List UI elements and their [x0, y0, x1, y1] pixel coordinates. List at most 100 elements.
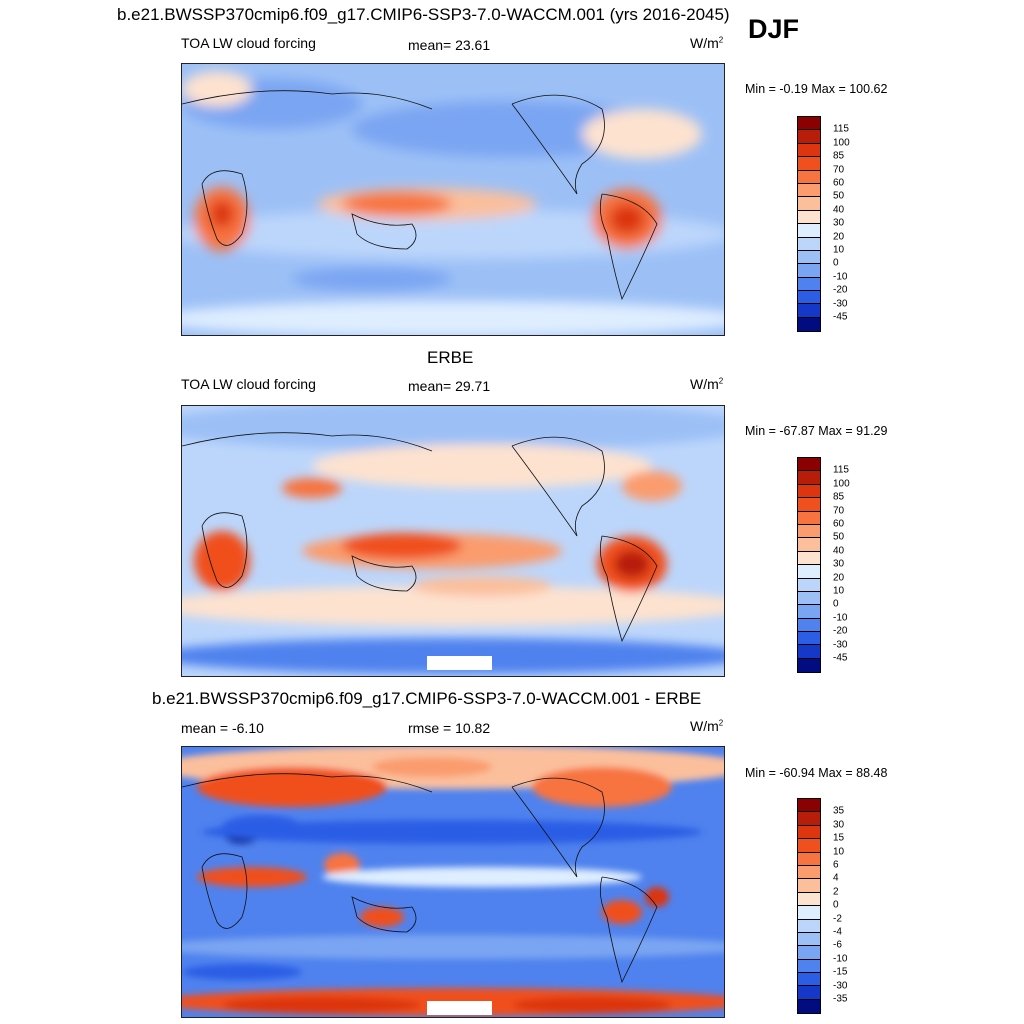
- panel3-colorbar-swatch: [798, 879, 820, 893]
- panel2-map: [181, 405, 725, 677]
- panel1-colorbar-swatch: [798, 224, 820, 238]
- panel2-missing-data-patch: [427, 656, 492, 670]
- panel1-colorbar-swatch: [798, 197, 820, 211]
- panel1-colorbar-swatch: [798, 210, 820, 225]
- panel3-mean-label: mean = -6.10: [181, 720, 264, 736]
- panel3-colorbar-tick-label: -15: [833, 966, 848, 978]
- panel3-colorbar-swatch: [798, 946, 820, 960]
- panel2-coastlines: [182, 432, 658, 643]
- panel2-colorbar-swatch: [798, 578, 820, 592]
- panel1-colorbar-tick-label: 10: [833, 244, 845, 256]
- panel3-heading: b.e21.BWSSP370cmip6.f09_g17.CMIP6-SSP3-7…: [152, 689, 702, 708]
- panel2-colorbar-tick-label: -30: [833, 639, 848, 651]
- panel2-minmax: Min = -67.87 Max = 91.29: [745, 424, 888, 438]
- panel2-colorbar-swatch: [798, 511, 820, 525]
- panel1-colorbar-tick-label: 85: [833, 150, 845, 162]
- panel2-variable-label: TOA LW cloud forcing: [181, 376, 316, 392]
- panel1-colorbar-tick-label: -10: [833, 271, 848, 283]
- panel1-colorbar-tick-label: 20: [833, 231, 845, 243]
- season-label: DJF: [748, 14, 800, 44]
- panel1-colorbar-tick-label: 40: [833, 204, 845, 216]
- panel3-colorbar-tick-label: -10: [833, 953, 848, 965]
- panel3-coastlines: [182, 773, 658, 984]
- panel3-colorbar-tick-label: 35: [833, 805, 845, 817]
- panel1-colorbar-tick-label: 30: [833, 217, 845, 229]
- panel2-colorbar-tick-label: -45: [833, 652, 848, 664]
- panel3-colorbar-tick-label: 10: [833, 846, 845, 858]
- panel3-colorbar-swatch: [798, 986, 820, 1000]
- panel1-colorbar-tick-label: -20: [833, 284, 848, 296]
- panel2-colorbar-tick-label: 30: [833, 558, 845, 570]
- panel3-colorbar-swatch: [798, 892, 820, 907]
- panel3-colorbar-swatch: [798, 799, 820, 813]
- panel2-colorbar-swatch: [798, 618, 820, 633]
- panel1-colorbar-swatch: [798, 170, 820, 184]
- panel1-colorbar-swatch: [798, 237, 820, 251]
- panel3-colorbar-tick-label: -4: [833, 926, 842, 938]
- panel2-colorbar-tick-label: 70: [833, 505, 845, 517]
- panel1-colorbar-tick-label: 0: [833, 257, 839, 269]
- panel2-units: W/m2: [690, 376, 724, 392]
- panel2-mean-label: mean= 29.71: [408, 378, 491, 394]
- panel2-colorbar-tick-label: 115: [833, 464, 849, 476]
- panel3-colorbar-tick-label: -2: [833, 913, 842, 925]
- panel2-colorbar-tick-label: 60: [833, 518, 845, 530]
- panel2-colorbar-tick-label: 0: [833, 598, 839, 610]
- panel1-colorbar-tick-label: -30: [833, 298, 848, 310]
- panel3-colorbar-swatch: [798, 906, 820, 920]
- panel3-colorbar-swatch: [798, 865, 820, 880]
- panel2-colorbar-swatch: [798, 645, 820, 659]
- panel1-colorbar-tick-label: 70: [833, 164, 845, 176]
- panel3-colorbar-tick-label: -6: [833, 939, 842, 951]
- panel1-colorbar-tick-label: -45: [833, 311, 848, 323]
- panel3-colorbar-tick-label: 30: [833, 819, 845, 831]
- panel3-colorbar-swatch: [798, 825, 820, 840]
- panel3-field: [182, 747, 724, 1017]
- panel1-colorbar-swatch: [798, 157, 820, 171]
- panel2-colorbar-swatch: [798, 484, 820, 499]
- panel3-minmax: Min = -60.94 Max = 88.48: [745, 766, 888, 780]
- panel1-field: [182, 64, 724, 335]
- panel1-colorbar-swatch: [798, 143, 820, 158]
- panel3-colorbar-swatch: [798, 999, 820, 1014]
- panel3-colorbar-tick-label: -30: [833, 980, 848, 992]
- panel1-minmax: Min = -0.19 Max = 100.62: [745, 82, 888, 96]
- panel1-colorbar-swatch: [798, 117, 820, 131]
- panel2-colorbar-tick-label: 50: [833, 531, 845, 543]
- panel2-colorbar-tick-label: -20: [833, 625, 848, 637]
- panel3-colorbar-swatch: [798, 812, 820, 826]
- panel2-colorbar-tick-label: 10: [833, 585, 845, 597]
- panel3-colorbar-swatch: [798, 973, 820, 987]
- panel3-rmse-label: rmse = 10.82: [408, 720, 491, 736]
- panel3-colorbar-swatch: [798, 959, 820, 974]
- panel1-colorbar-swatch: [798, 183, 820, 198]
- panel2-colorbar-tick-label: 20: [833, 572, 845, 584]
- panel1-colorbar-tick-label: 100: [833, 137, 850, 149]
- panel1-colorbar-tick-label: 60: [833, 177, 845, 189]
- panel2-colorbar-swatch: [798, 658, 820, 673]
- panel2-colorbar-tick-label: 40: [833, 545, 845, 557]
- panel3-missing-data-patch: [427, 1001, 492, 1015]
- panel1-colorbar-swatch: [798, 264, 820, 278]
- panel1-colorbar-tick-label: 50: [833, 190, 845, 202]
- panel2-colorbar-swatch: [798, 565, 820, 579]
- panel3-colorbar-tick-label: 2: [833, 886, 839, 898]
- panel2-colorbar-swatch: [798, 591, 820, 606]
- panel1-colorbar-tick-label: 115: [833, 123, 849, 135]
- panel1-colorbar-swatch: [798, 250, 820, 265]
- panel3-colorbar-tick-label: 4: [833, 872, 839, 884]
- panel2-colorbar-swatch: [798, 524, 820, 539]
- panel2-colorbar-tick-label: 100: [833, 478, 850, 490]
- panel3-colorbar-tick-label: 6: [833, 859, 839, 871]
- panel1-colorbar-swatch: [798, 304, 820, 318]
- panel2-colorbar: [797, 457, 821, 674]
- panel3-map: [181, 746, 725, 1018]
- panel3-colorbar: [797, 798, 821, 1015]
- panel3-colorbar-tick-label: 0: [833, 899, 839, 911]
- panel1-variable-label: TOA LW cloud forcing: [181, 35, 316, 51]
- panel2-colorbar-swatch: [798, 498, 820, 512]
- panel1-coastlines: [182, 90, 658, 301]
- panel2-colorbar-swatch: [798, 458, 820, 472]
- panel3-colorbar-swatch: [798, 852, 820, 866]
- panel3-colorbar-swatch: [798, 839, 820, 853]
